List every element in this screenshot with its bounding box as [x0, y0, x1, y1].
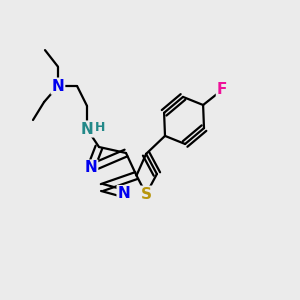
Text: N: N: [52, 79, 64, 94]
Text: N: N: [85, 160, 97, 175]
Text: S: S: [141, 187, 152, 202]
Text: F: F: [217, 82, 227, 98]
Text: H: H: [94, 121, 105, 134]
Text: N: N: [81, 122, 93, 136]
Text: N: N: [118, 186, 130, 201]
